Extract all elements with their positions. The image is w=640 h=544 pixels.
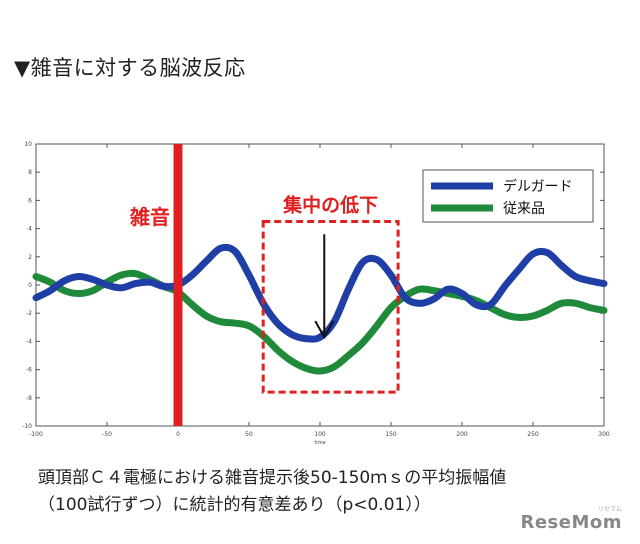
x-tick-label: 100 (314, 431, 326, 438)
arrow-head (314, 320, 335, 340)
y-tick-label: 2 (28, 254, 32, 261)
y-tick-label: 4 (28, 226, 32, 233)
x-axis-label: time (314, 440, 325, 446)
series-group (32, 243, 608, 375)
x-tick-label: 200 (456, 431, 468, 438)
y-tick-label: -4 (26, 338, 32, 345)
x-tick-label: 0 (176, 431, 180, 438)
focus-drop-box (261, 220, 400, 394)
y-tick-label: -10 (22, 423, 32, 430)
x-tick-label: -100 (29, 431, 43, 438)
series-line-delgard (32, 243, 608, 343)
y-tick-label: 10 (24, 141, 32, 148)
series-line-conventional (32, 269, 608, 375)
legend-label: デルガード (503, 178, 573, 195)
legend-box (422, 169, 594, 223)
focus-drop-label: 集中の低下 (282, 194, 378, 217)
annotations-group: 雑音 集中の低下 (129, 144, 400, 426)
noise-label: 雑音 (129, 205, 170, 229)
y-tick-label: 8 (28, 169, 32, 176)
y-tick-label: 6 (28, 197, 32, 204)
eeg-line-chart: 10 8 6 4 2 0 -2 -4 -6 -8 -10-100 -50 0 50 100 150 200 250… (22, 141, 610, 446)
x-tick-label: 300 (598, 431, 610, 438)
y-tick-label: -6 (26, 367, 32, 374)
x-tick-label: 50 (245, 431, 253, 438)
resemom-logo: ReseMom (520, 512, 622, 533)
axis-ticks: 10 8 6 4 2 0 -2 -4 -6 -8 -10-100 -50 0 50 100 150 200 250… (22, 141, 610, 438)
y-tick-label: -8 (26, 395, 32, 402)
caption-line-1: 頭頂部Ｃ４電極における雑音提示後50-150ｍｓの平均振幅値 (38, 468, 507, 488)
y-tick-label: -2 (26, 310, 32, 317)
x-tick-label: 250 (527, 431, 539, 438)
logo-subtext: リセマム (597, 506, 622, 513)
legend-label: 従来品 (503, 201, 545, 217)
x-tick-label: 150 (385, 431, 397, 438)
x-tick-label: -50 (102, 431, 112, 438)
caption-line-2: （100試行ずつ）に統計的有意差あり（p<0.01）） (38, 495, 431, 515)
y-tick-label: 0 (28, 282, 32, 289)
page-heading: ▼雑音に対する脳波反応 (14, 56, 246, 80)
